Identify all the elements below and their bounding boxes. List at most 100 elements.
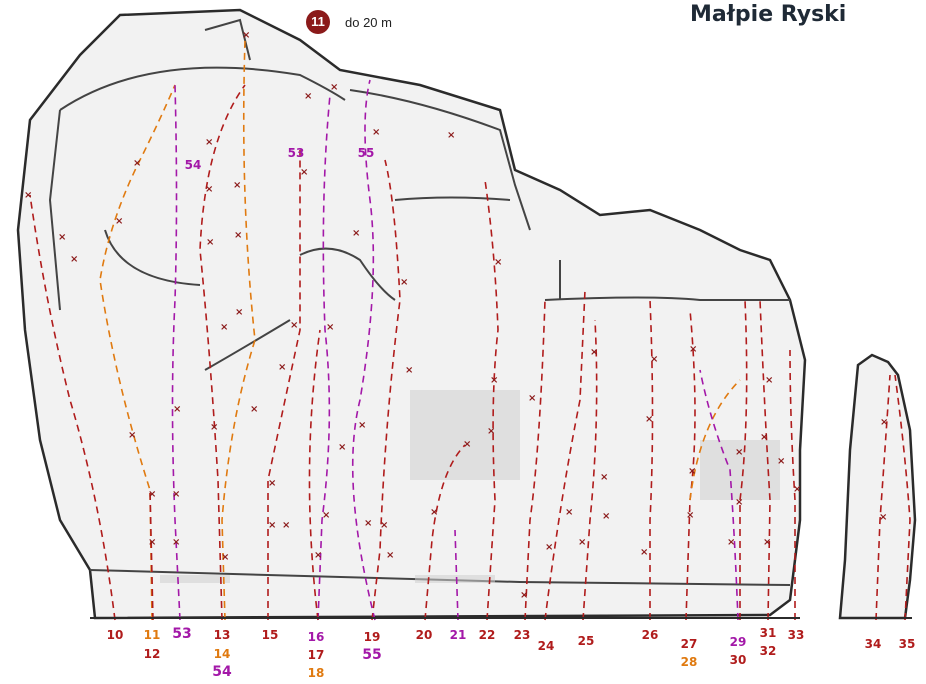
svg-text:×: × bbox=[735, 497, 743, 508]
route-label: 14 bbox=[213, 647, 231, 661]
svg-text:×: × bbox=[128, 430, 136, 441]
svg-text:×: × bbox=[322, 510, 330, 521]
route-label: 33 bbox=[787, 628, 805, 642]
route-label: 30 bbox=[729, 653, 747, 667]
svg-text:×: × bbox=[290, 320, 298, 331]
route-label: 13 bbox=[213, 628, 231, 642]
route-label: 24 bbox=[537, 639, 555, 653]
route-label: 21 bbox=[449, 628, 467, 642]
route-label: 15 bbox=[261, 628, 279, 642]
svg-text:×: × bbox=[221, 552, 229, 563]
svg-text:×: × bbox=[304, 91, 312, 102]
svg-text:×: × bbox=[70, 254, 78, 265]
svg-text:×: × bbox=[777, 456, 785, 467]
route-label: 25 bbox=[577, 634, 595, 648]
svg-text:×: × bbox=[172, 537, 180, 548]
pillar-outline bbox=[838, 353, 917, 620]
route-label: 10 bbox=[106, 628, 124, 642]
route-label: 34 bbox=[864, 637, 882, 651]
route-label: 16 bbox=[307, 630, 325, 644]
bolt-marks: ×× × ××× ××× ××× ××× ××× ××× ××× ××× ××× … bbox=[24, 30, 888, 601]
route-label-in-image: 54 bbox=[184, 158, 202, 172]
rock-details bbox=[48, 18, 791, 586]
svg-text:×: × bbox=[282, 520, 290, 531]
svg-text:×: × bbox=[487, 426, 495, 437]
svg-text:×: × bbox=[686, 510, 694, 521]
svg-text:×: × bbox=[879, 512, 887, 523]
svg-text:×: × bbox=[600, 472, 608, 483]
svg-text:×: × bbox=[352, 228, 360, 239]
route-label-in-image: 55 bbox=[357, 146, 375, 160]
svg-text:×: × bbox=[300, 167, 308, 178]
svg-text:×: × bbox=[268, 520, 276, 531]
route-label: 18 bbox=[307, 666, 325, 680]
svg-text:×: × bbox=[400, 277, 408, 288]
svg-text:×: × bbox=[565, 507, 573, 518]
route-label: 19 bbox=[363, 630, 381, 644]
svg-text:×: × bbox=[645, 414, 653, 425]
svg-text:×: × bbox=[463, 439, 471, 450]
svg-text:×: × bbox=[386, 550, 394, 561]
svg-text:×: × bbox=[250, 404, 258, 415]
svg-text:×: × bbox=[380, 520, 388, 531]
svg-text:×: × bbox=[372, 127, 380, 138]
route-label: 31 bbox=[759, 626, 777, 640]
svg-text:×: × bbox=[205, 184, 213, 195]
svg-text:×: × bbox=[727, 537, 735, 548]
route-label: 35 bbox=[898, 637, 916, 651]
svg-text:×: × bbox=[765, 375, 773, 386]
svg-text:×: × bbox=[602, 511, 610, 522]
svg-text:×: × bbox=[358, 420, 366, 431]
route-label: 26 bbox=[641, 628, 659, 642]
svg-text:×: × bbox=[148, 537, 156, 548]
svg-text:×: × bbox=[447, 130, 455, 141]
svg-text:×: × bbox=[494, 257, 502, 268]
svg-text:×: × bbox=[242, 30, 250, 41]
route-label: 23 bbox=[513, 628, 531, 642]
route-label: 55 bbox=[362, 647, 382, 663]
svg-text:×: × bbox=[210, 422, 218, 433]
route-label: 54 bbox=[212, 664, 232, 680]
svg-text:×: × bbox=[206, 237, 214, 248]
svg-text:×: × bbox=[220, 322, 228, 333]
route-label: 27 bbox=[680, 637, 698, 651]
route-label: 12 bbox=[143, 647, 161, 661]
route-label: 11 bbox=[143, 628, 161, 642]
svg-text:×: × bbox=[880, 417, 888, 428]
svg-text:×: × bbox=[133, 158, 141, 169]
svg-text:×: × bbox=[735, 447, 743, 458]
svg-text:×: × bbox=[172, 489, 180, 500]
svg-text:×: × bbox=[578, 537, 586, 548]
svg-text:×: × bbox=[528, 393, 536, 404]
route-lines bbox=[29, 39, 911, 621]
svg-text:×: × bbox=[233, 180, 241, 191]
svg-text:×: × bbox=[58, 232, 66, 243]
svg-text:×: × bbox=[234, 230, 242, 241]
svg-text:×: × bbox=[520, 590, 528, 601]
svg-text:×: × bbox=[148, 489, 156, 500]
svg-text:×: × bbox=[793, 484, 801, 495]
route-label: 22 bbox=[478, 628, 496, 642]
svg-text:×: × bbox=[235, 307, 243, 318]
svg-text:×: × bbox=[330, 82, 338, 93]
svg-text:×: × bbox=[689, 344, 697, 355]
route-label: 53 bbox=[172, 626, 192, 642]
svg-text:×: × bbox=[364, 518, 372, 529]
sector-number-badge: 11 bbox=[306, 10, 330, 34]
route-label: 20 bbox=[415, 628, 433, 642]
svg-text:×: × bbox=[314, 550, 322, 561]
svg-text:×: × bbox=[640, 547, 648, 558]
route-label: 29 bbox=[729, 635, 747, 649]
svg-text:×: × bbox=[115, 216, 123, 227]
svg-text:×: × bbox=[205, 137, 213, 148]
main-rock-outline bbox=[16, 8, 807, 620]
svg-text:×: × bbox=[760, 432, 768, 443]
svg-text:×: × bbox=[688, 466, 696, 477]
svg-text:×: × bbox=[545, 542, 553, 553]
svg-text:×: × bbox=[24, 190, 32, 201]
svg-text:×: × bbox=[278, 362, 286, 373]
route-label-in-image: 53 bbox=[287, 146, 305, 160]
route-label: 32 bbox=[759, 644, 777, 658]
svg-text:×: × bbox=[763, 537, 771, 548]
